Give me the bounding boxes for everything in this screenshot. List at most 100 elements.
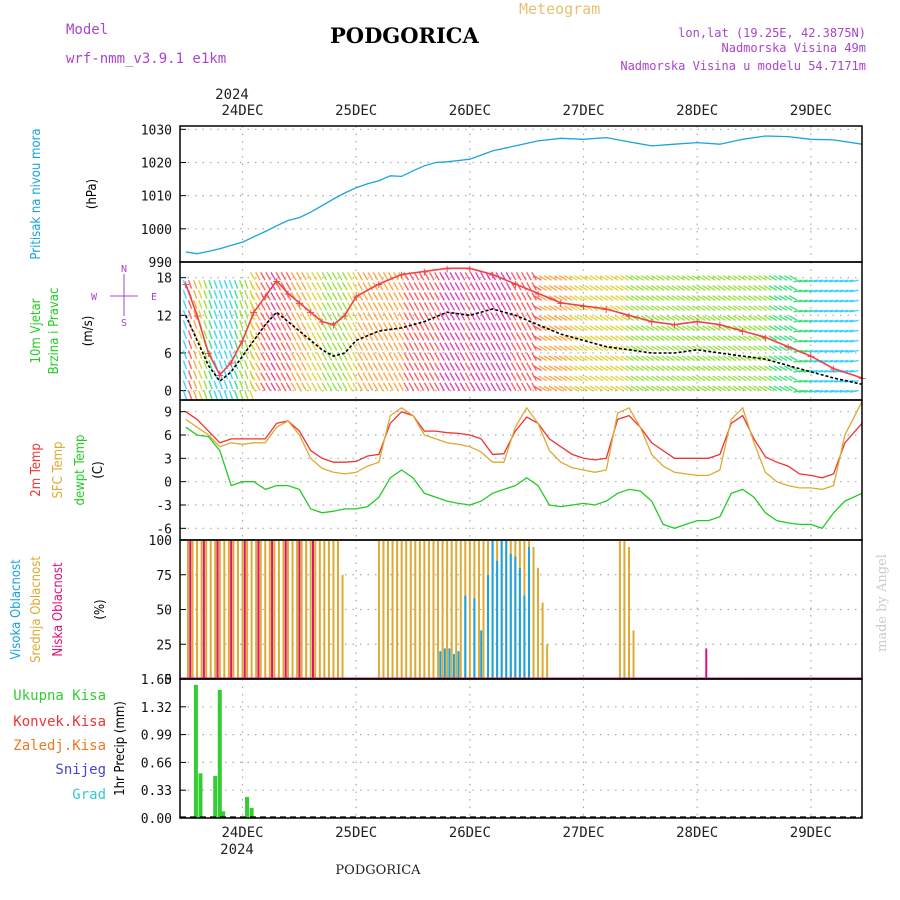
wind-arrow bbox=[233, 380, 239, 390]
wind-arrow bbox=[615, 275, 624, 281]
wind-arrow bbox=[640, 275, 650, 281]
wind-arrow bbox=[295, 282, 302, 291]
wind-arrow bbox=[326, 282, 333, 291]
wind-arrow bbox=[793, 379, 803, 383]
wind-arrow bbox=[367, 332, 374, 341]
wind-arrow bbox=[413, 282, 420, 291]
wind-arrow bbox=[321, 312, 328, 321]
wind-arrow bbox=[326, 342, 333, 351]
wind-arrow bbox=[625, 385, 634, 392]
wind-arrow bbox=[341, 342, 348, 351]
bar-srednja bbox=[186, 540, 189, 679]
wind-arrow bbox=[521, 332, 527, 341]
wind-arrow bbox=[260, 282, 266, 291]
wind-arrow bbox=[510, 362, 517, 371]
wind-arrow bbox=[737, 375, 747, 382]
wind-arrow bbox=[676, 315, 686, 321]
wind-arrow bbox=[321, 382, 328, 391]
wind-arrow bbox=[341, 312, 348, 321]
wind-arrow bbox=[849, 319, 859, 323]
wind-arrow bbox=[444, 282, 450, 291]
wind-arrow bbox=[187, 310, 193, 319]
wind-arrow bbox=[255, 312, 261, 321]
wind-arrow bbox=[829, 369, 839, 373]
wind-arrow bbox=[558, 335, 568, 342]
bar-srednja bbox=[227, 540, 230, 679]
wind-arrow bbox=[686, 295, 696, 301]
wind-arrow bbox=[732, 365, 742, 372]
y-axis-label: Niska Oblacnost bbox=[51, 562, 66, 657]
wind-arrow bbox=[515, 382, 522, 391]
wind-arrow bbox=[295, 322, 302, 331]
wind-arrow bbox=[434, 292, 440, 301]
bar-srednja bbox=[323, 540, 326, 679]
bar-srednja bbox=[427, 540, 430, 679]
wind-arrow bbox=[521, 272, 527, 281]
wind-arrow bbox=[635, 365, 645, 372]
wind-arrow bbox=[717, 275, 726, 281]
wind-arrow bbox=[798, 379, 808, 383]
wind-arrow bbox=[275, 282, 282, 291]
y-tick-label: 100 bbox=[149, 534, 172, 549]
wind-arrow bbox=[316, 272, 323, 281]
wind-arrow bbox=[818, 349, 829, 353]
wind-arrow bbox=[758, 335, 767, 342]
bar-srednja bbox=[273, 540, 276, 679]
wind-arrow bbox=[620, 275, 629, 281]
wind-arrow bbox=[485, 332, 491, 341]
wind-arrow bbox=[423, 352, 430, 361]
wind-arrow bbox=[444, 332, 450, 341]
wind-arrow bbox=[223, 300, 229, 309]
wind-arrow bbox=[290, 282, 297, 291]
wind-arrow bbox=[691, 325, 701, 331]
wind-arrow bbox=[712, 355, 721, 362]
wind-arrow bbox=[640, 285, 650, 291]
wind-arrow bbox=[500, 342, 507, 351]
wind-arrow bbox=[280, 372, 287, 381]
wind-arrow bbox=[301, 332, 307, 341]
wind-arrow bbox=[526, 382, 532, 391]
wind-arrow bbox=[589, 315, 599, 321]
wind-arrow bbox=[615, 315, 624, 321]
wind-arrow bbox=[849, 349, 859, 353]
wind-arrow bbox=[474, 302, 481, 311]
wind-arrow bbox=[702, 275, 711, 281]
wind-arrow bbox=[239, 279, 244, 289]
wind-arrow bbox=[645, 305, 655, 311]
wind-arrow bbox=[594, 375, 604, 382]
panel-frame bbox=[179, 678, 863, 819]
wind-arrow bbox=[579, 325, 588, 331]
wind-arrow bbox=[650, 365, 660, 372]
wind-arrow bbox=[717, 375, 726, 382]
wind-arrow bbox=[428, 342, 435, 351]
wind-arrow bbox=[270, 362, 277, 371]
wind-arrow bbox=[813, 379, 823, 383]
wind-arrow bbox=[553, 275, 563, 281]
bar-srednja bbox=[309, 540, 312, 679]
wind-arrow bbox=[768, 275, 778, 281]
wind-arrow bbox=[824, 339, 834, 343]
wind-arrow bbox=[661, 295, 670, 301]
wind-arrow bbox=[783, 285, 793, 291]
compass-s: S bbox=[121, 318, 127, 329]
wind-arrow bbox=[707, 315, 716, 321]
wind-arrow bbox=[681, 325, 691, 331]
wind-arrow bbox=[270, 302, 277, 311]
wind-arrow bbox=[510, 282, 517, 291]
wind-arrow bbox=[645, 275, 655, 281]
wind-arrow bbox=[625, 315, 634, 321]
wind-arrow bbox=[454, 372, 461, 381]
wind-arrow bbox=[306, 332, 312, 341]
wind-arrow bbox=[449, 322, 456, 331]
wind-arrow bbox=[505, 382, 512, 391]
wind-arrow bbox=[403, 282, 410, 291]
wind-arrow bbox=[574, 275, 583, 281]
wind-arrow bbox=[610, 325, 619, 331]
wind-arrow bbox=[727, 335, 737, 342]
wind-arrow bbox=[793, 299, 803, 303]
wind-arrow bbox=[505, 352, 512, 361]
wind-arrow bbox=[336, 372, 343, 381]
wind-arrow bbox=[753, 315, 762, 321]
wind-arrow bbox=[403, 352, 410, 361]
wind-arrow bbox=[640, 325, 650, 331]
